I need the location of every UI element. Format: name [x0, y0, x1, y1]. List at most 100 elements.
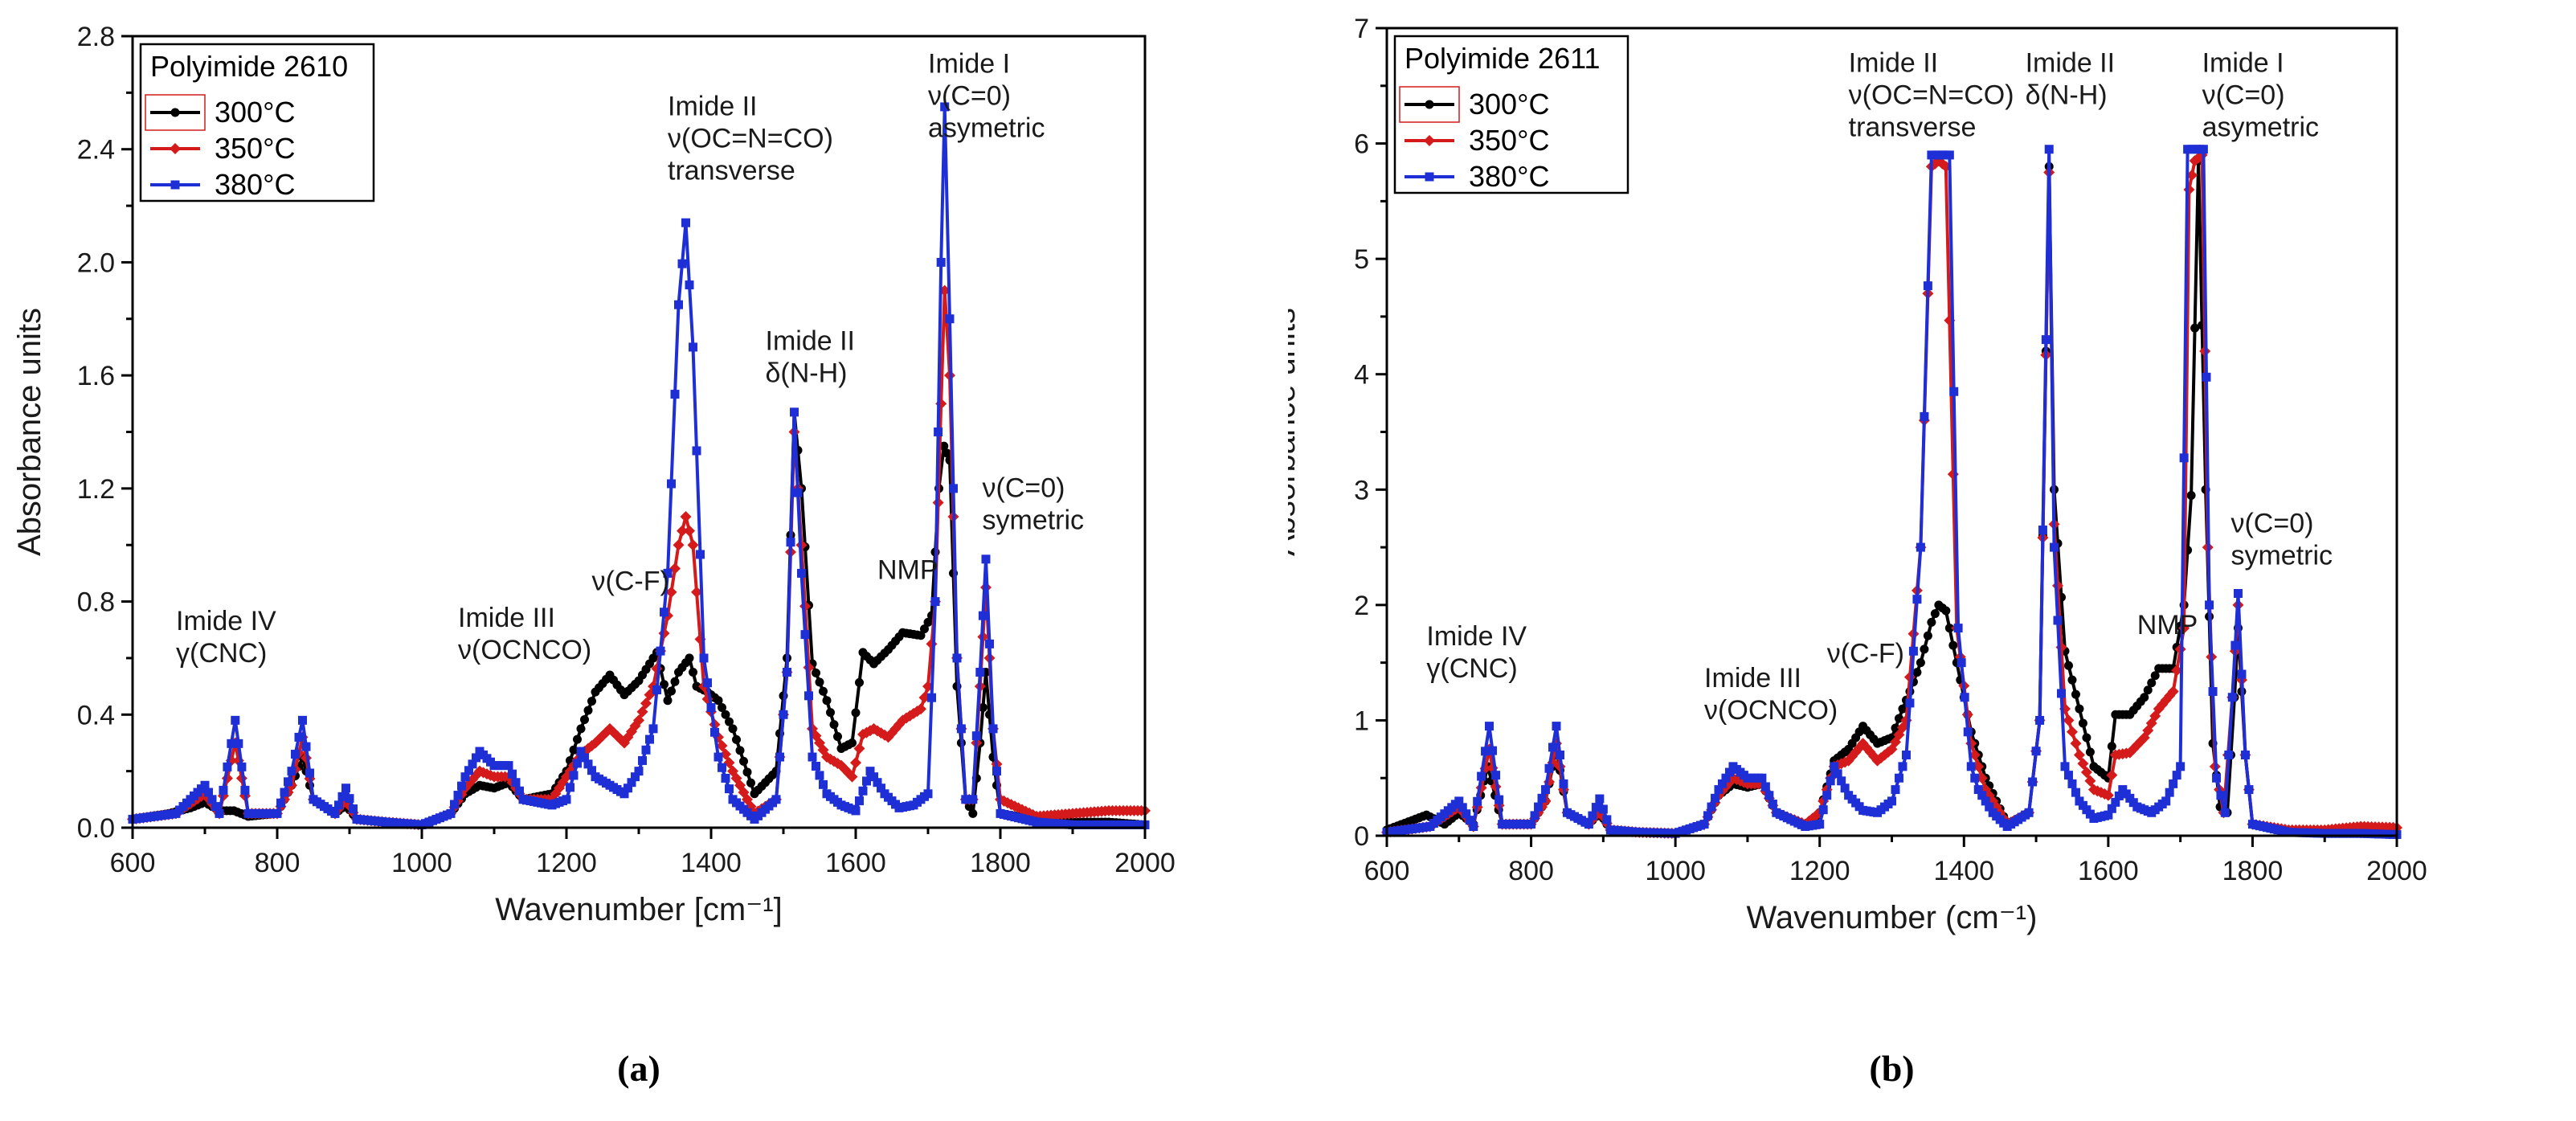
data-point-b [1920, 411, 1929, 421]
data-point-b [1898, 762, 1907, 771]
data-point-b [2169, 779, 2178, 788]
data-point-b [1985, 802, 1994, 812]
data-point-a [204, 788, 213, 797]
data-point-a [287, 767, 296, 776]
data-point-a [656, 646, 665, 656]
data-point-b [2063, 714, 2075, 726]
data-point-b [1850, 746, 1862, 758]
data-point-b [1957, 658, 1966, 668]
annotation-text-b: Imide III [1704, 663, 1801, 693]
data-point-b [2053, 616, 2063, 625]
data-point-b [1822, 791, 1832, 800]
data-point-a [815, 677, 824, 687]
data-point-b [2107, 804, 2116, 813]
data-point-b [1977, 791, 1987, 800]
data-point-a [703, 678, 712, 688]
annotation-text-a: Imide II [766, 325, 855, 356]
data-point-a [934, 428, 943, 436]
x-axis-title-a: Wavenumber [cm⁻¹] [495, 892, 782, 927]
data-point-b [2161, 796, 2171, 806]
data-point-a [472, 753, 480, 763]
data-point-a [927, 693, 936, 702]
data-point-b [2140, 693, 2149, 702]
data-point-b [1905, 698, 1915, 708]
data-point-b [1923, 281, 1932, 291]
data-point-b [2198, 145, 2208, 154]
series-b-300c [1382, 156, 2402, 840]
annotation-text-a: symetric [983, 505, 1085, 535]
data-point-a [677, 259, 687, 268]
data-point-a [237, 762, 247, 771]
data-point-a [939, 441, 949, 451]
data-point-a [301, 742, 311, 751]
data-point-a [850, 757, 861, 769]
data-point-b [1940, 161, 1952, 173]
data-point-b [2102, 789, 2114, 801]
data-point-a [673, 539, 685, 551]
data-point-a [511, 778, 521, 788]
data-point-a [677, 525, 688, 537]
data-point-b [1818, 795, 1830, 807]
data-point-a [272, 808, 282, 818]
data-point-b [2028, 777, 2038, 787]
data-point-b [1458, 803, 1467, 812]
data-point-b [1484, 722, 1494, 731]
data-point-b [1871, 755, 1883, 767]
x-tick-label-b: 1600 [2078, 856, 2139, 886]
data-point-b [2216, 791, 2226, 800]
data-point-b [1475, 782, 1487, 794]
data-point-a [956, 724, 966, 734]
data-point-a [696, 550, 705, 559]
x-tick-label-a: 1800 [970, 848, 1031, 878]
data-point-a [631, 772, 640, 782]
data-point-b [1960, 693, 1969, 702]
data-point-a [746, 778, 755, 788]
data-point-b [1598, 804, 1608, 814]
x-tick-label-b: 1400 [1933, 856, 1994, 886]
data-point-b [2111, 797, 2120, 807]
annotation-text-a: ν(OC=N=CO) [668, 124, 833, 154]
data-point-b [1548, 743, 1558, 752]
data-point-b [2024, 808, 2034, 817]
data-point-a [916, 631, 926, 640]
data-point-a [853, 743, 865, 755]
x-tick-label-a: 1000 [391, 848, 452, 878]
data-point-a [721, 773, 730, 783]
data-point-b [2128, 743, 2140, 755]
annotation-text-b: Imide II [2026, 48, 2115, 79]
x-tick-label-b: 2000 [2366, 856, 2427, 886]
legend-marker-b [1425, 100, 1434, 109]
legend-marker-a [170, 108, 180, 117]
legend-label-b: 380°C [1469, 160, 1549, 193]
data-point-a [869, 772, 878, 782]
data-point-b [2233, 589, 2243, 598]
annotation-a: NMP [877, 554, 938, 585]
annotation-text-a: γ(CNC) [176, 638, 267, 669]
data-point-b [1711, 793, 1720, 803]
data-point-a [573, 759, 582, 768]
data-point-b [1826, 776, 1835, 786]
data-point-a [855, 796, 864, 806]
data-point-a [940, 102, 950, 112]
data-point-a [725, 717, 734, 726]
data-point-a [453, 791, 463, 800]
annotation-a: ν(C=0)symetric [983, 473, 1085, 535]
data-point-a [223, 762, 232, 771]
data-point-b [1981, 796, 1990, 806]
data-point-b [2035, 715, 2045, 725]
data-point-a [580, 714, 589, 724]
legend-marker-a [170, 180, 180, 190]
x-tick-label-b: 1200 [1789, 856, 1850, 886]
data-point-a [468, 759, 477, 769]
data-point-a [945, 314, 955, 324]
legend-title-a: Polyimide 2610 [150, 50, 348, 83]
data-point-a [460, 772, 470, 782]
data-point-a [652, 685, 661, 695]
data-point-a [739, 756, 748, 766]
data-point-a [576, 724, 586, 734]
annotation-text-a: transverse [668, 156, 795, 186]
y-tick-label-a: 0.4 [77, 700, 115, 730]
data-point-a [660, 680, 669, 689]
data-point-a [968, 808, 978, 818]
